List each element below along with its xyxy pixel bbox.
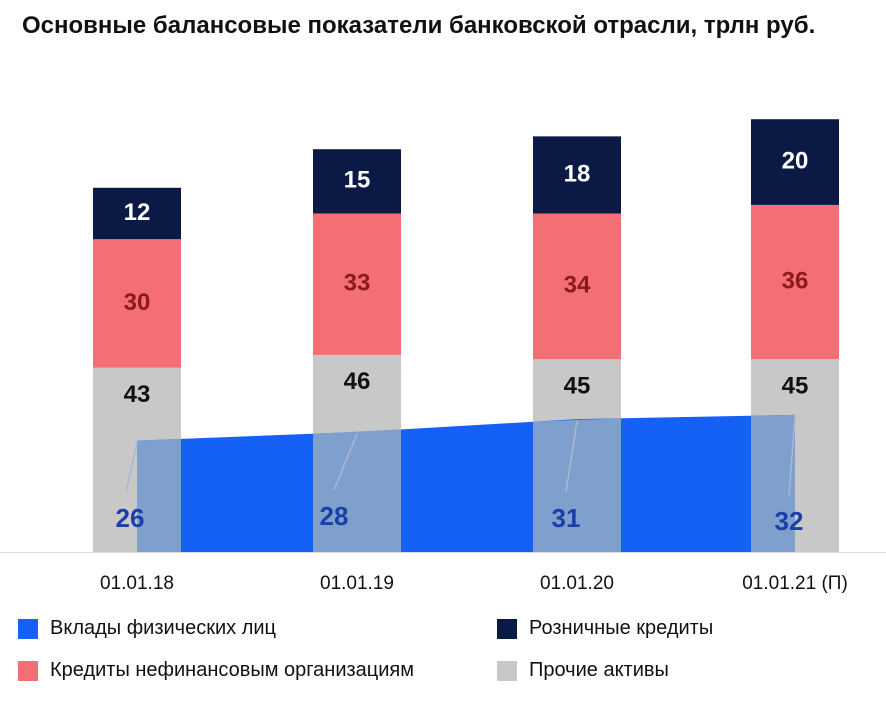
legend-item-other-assets: Прочие активы <box>497 659 669 682</box>
leader-line-0 <box>125 442 138 493</box>
label-corporate-0: 30 <box>124 289 151 316</box>
label-other-0: 43 <box>124 381 151 408</box>
legend-item-corporate-loans: Кредиты нефинансовым организациям <box>18 659 414 682</box>
bar-corporate-2 <box>533 213 621 360</box>
x-tick-label-3: 01.01.21 (П) <box>742 573 848 594</box>
leader-line-3 <box>788 416 796 496</box>
area-deposits <box>137 414 795 552</box>
bar-area-overlap-2 <box>533 418 621 552</box>
leader-line-2 <box>565 421 578 493</box>
label-other-1: 46 <box>344 368 371 395</box>
label-retail-2: 18 <box>564 160 591 187</box>
label-retail-1: 15 <box>344 167 371 194</box>
bar-retail-3 <box>751 119 839 205</box>
legend-item-retail-loans: Розничные кредиты <box>497 617 713 640</box>
label-corporate-1: 33 <box>344 270 371 297</box>
bar-corporate-0 <box>93 239 181 368</box>
bar-retail-2 <box>533 136 621 214</box>
label-retail-3: 20 <box>782 147 809 174</box>
bar-retail-0 <box>93 187 181 240</box>
x-tick-label-2: 01.01.20 <box>540 573 614 594</box>
label-retail-0: 12 <box>124 199 151 226</box>
legend-label-corporate-loans: Кредиты нефинансовым организациям <box>50 659 414 681</box>
legend-swatch-retail-loans <box>497 618 517 639</box>
bar-area-overlap-3 <box>751 414 795 552</box>
bar-retail-1 <box>313 149 401 214</box>
x-tick-label-1: 01.01.19 <box>320 573 394 594</box>
legend-swatch-corporate-loans <box>18 660 38 681</box>
bar-corporate-1 <box>313 213 401 355</box>
legend-label-deposits: Вклады физических лиц <box>50 617 276 639</box>
legend-label-other-assets: Прочие активы <box>529 659 669 681</box>
legend-item-deposits: Вклады физических лиц <box>18 617 276 640</box>
label-deposits-3: 32 <box>775 506 804 536</box>
bar-area-overlap-1 <box>313 429 401 552</box>
bar-area-overlap-0 <box>137 438 181 552</box>
label-deposits-0: 26 <box>116 503 145 533</box>
label-corporate-2: 34 <box>564 272 591 299</box>
label-other-2: 45 <box>564 373 591 400</box>
bar-corporate-3 <box>751 204 839 360</box>
label-other-3: 45 <box>782 373 809 400</box>
label-corporate-3: 36 <box>782 267 809 294</box>
leader-line-1 <box>333 433 358 491</box>
legend-swatch-other-assets <box>497 660 517 681</box>
chart-title: Основные балансовые показатели банковско… <box>22 12 816 39</box>
label-deposits-1: 28 <box>320 501 349 531</box>
x-tick-label-0: 01.01.18 <box>100 573 174 594</box>
label-deposits-2: 31 <box>552 503 581 533</box>
legend-swatch-deposits <box>18 618 38 639</box>
legend-label-retail-loans: Розничные кредиты <box>529 617 714 639</box>
